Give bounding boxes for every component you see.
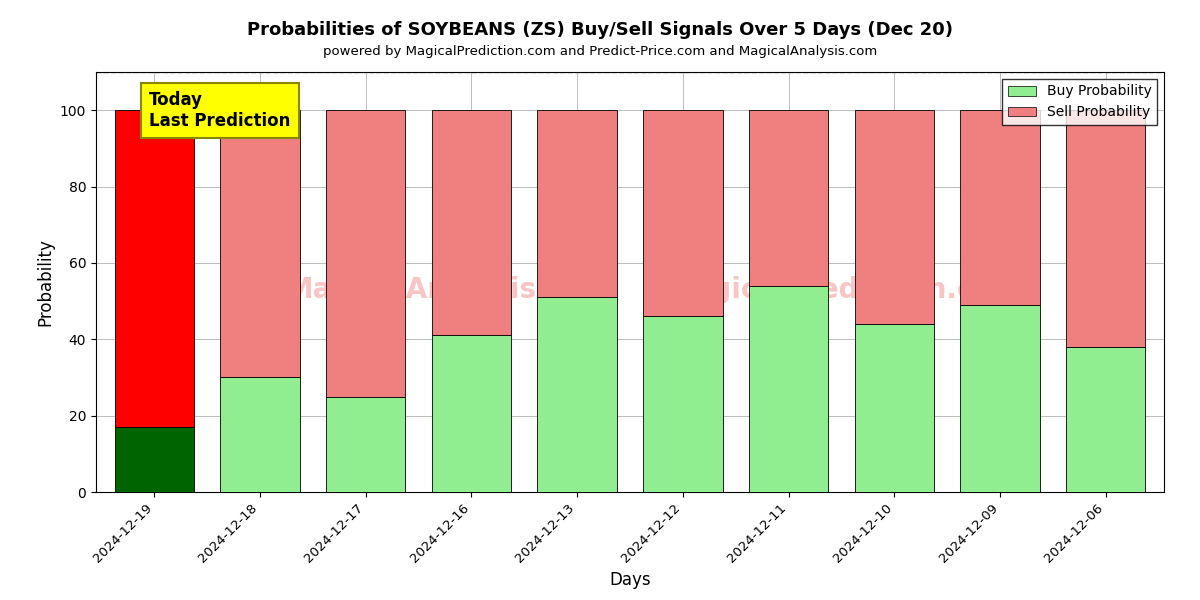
Bar bbox=[749, 286, 828, 492]
Bar bbox=[1066, 347, 1146, 492]
Text: Probabilities of SOYBEANS (ZS) Buy/Sell Signals Over 5 Days (Dec 20): Probabilities of SOYBEANS (ZS) Buy/Sell … bbox=[247, 21, 953, 39]
Bar bbox=[854, 324, 934, 492]
Text: Today
Last Prediction: Today Last Prediction bbox=[149, 91, 290, 130]
Bar bbox=[1066, 110, 1146, 347]
Text: MagicalPrediction.com: MagicalPrediction.com bbox=[665, 277, 1022, 304]
Bar bbox=[432, 335, 511, 492]
Bar bbox=[432, 110, 511, 335]
Y-axis label: Probability: Probability bbox=[36, 238, 54, 326]
Bar bbox=[643, 316, 722, 492]
Bar bbox=[326, 110, 406, 397]
Bar bbox=[221, 377, 300, 492]
Bar bbox=[854, 110, 934, 324]
X-axis label: Days: Days bbox=[610, 571, 650, 589]
Bar bbox=[221, 110, 300, 377]
Bar bbox=[538, 297, 617, 492]
Bar bbox=[326, 397, 406, 492]
Bar bbox=[960, 110, 1039, 305]
Text: MagicalAnalysis.com: MagicalAnalysis.com bbox=[286, 277, 612, 304]
Bar bbox=[538, 110, 617, 297]
Legend: Buy Probability, Sell Probability: Buy Probability, Sell Probability bbox=[1002, 79, 1157, 125]
Bar bbox=[960, 305, 1039, 492]
Bar bbox=[749, 110, 828, 286]
Bar bbox=[114, 427, 194, 492]
Bar bbox=[114, 110, 194, 427]
Text: powered by MagicalPrediction.com and Predict-Price.com and MagicalAnalysis.com: powered by MagicalPrediction.com and Pre… bbox=[323, 45, 877, 58]
Bar bbox=[643, 110, 722, 316]
